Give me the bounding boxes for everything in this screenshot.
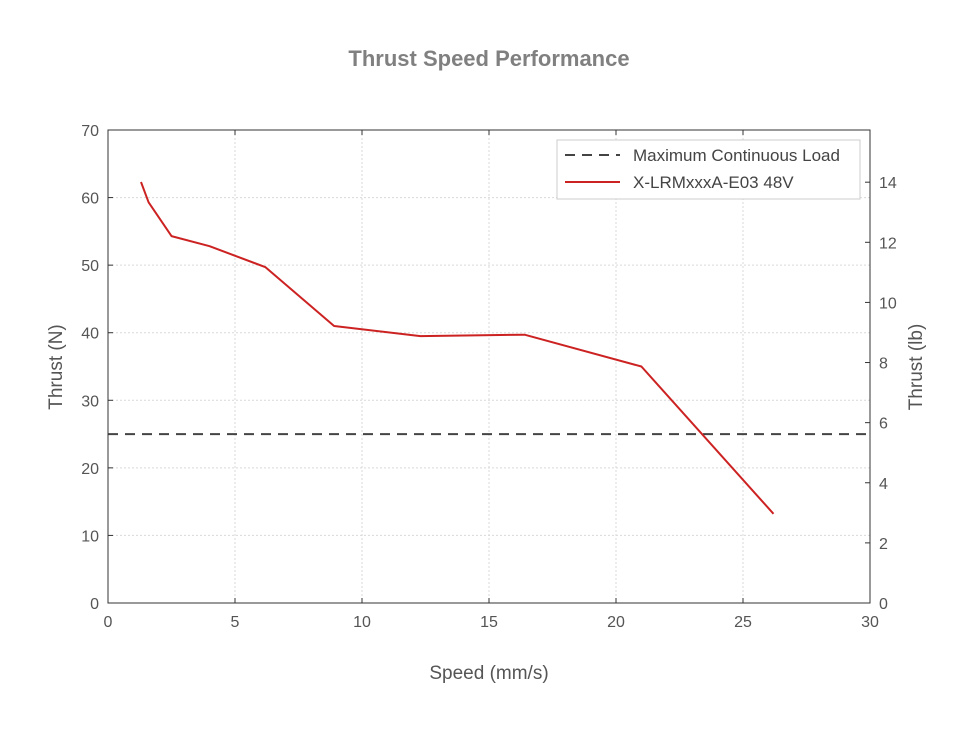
x-tick-label: 10 [353, 614, 371, 631]
y-tick-label: 10 [81, 528, 99, 545]
y2-axis-label: Thrust (lb) [906, 324, 927, 411]
legend-label-max-load: Maximum Continuous Load [633, 146, 840, 165]
y2-tick-label: 8 [879, 356, 888, 373]
y-tick-label: 60 [81, 191, 99, 208]
y-tick-label: 70 [81, 123, 99, 140]
x-tick-label: 5 [231, 614, 240, 631]
y2-tick-label: 10 [879, 295, 897, 312]
series-layer [108, 181, 870, 515]
x-tick-label: 0 [104, 614, 113, 631]
legend-box [556, 139, 861, 200]
y2-tick-label: 6 [879, 416, 888, 433]
y-axis-right: 0 2 4 6 8 10 12 14 [865, 175, 897, 613]
y-tick-label: 0 [90, 596, 99, 613]
y2-tick-label: 2 [879, 536, 888, 553]
y2-tick-label: 12 [879, 235, 897, 252]
x-tick-label: 15 [480, 614, 498, 631]
series-line-1 [140, 181, 775, 515]
x-tick-label: 25 [734, 614, 752, 631]
x-tick-label: 20 [607, 614, 625, 631]
chart-title: Thrust Speed Performance [348, 46, 629, 71]
y2-tick-label: 4 [879, 476, 888, 493]
y-tick-label: 40 [81, 326, 99, 343]
y-tick-label: 50 [81, 258, 99, 275]
legend: Maximum Continuous Load X-LRMxxxA-E03 48… [556, 139, 861, 200]
legend-label-thrust-curve: X-LRMxxxA-E03 48V [633, 173, 794, 192]
grid [107, 129, 871, 604]
y-tick-label: 30 [81, 393, 99, 410]
y-axis-label: Thrust (N) [46, 324, 67, 410]
x-axis-label: Speed (mm/s) [429, 663, 548, 684]
y-tick-label: 20 [81, 461, 99, 478]
x-tick-label: 30 [861, 614, 879, 631]
y-axis-left: 0 10 20 30 40 50 60 70 [81, 123, 113, 613]
y2-tick-label: 0 [879, 596, 888, 613]
y2-tick-label: 14 [879, 175, 897, 192]
x-axis: 0 5 10 15 20 25 30 [104, 130, 879, 631]
